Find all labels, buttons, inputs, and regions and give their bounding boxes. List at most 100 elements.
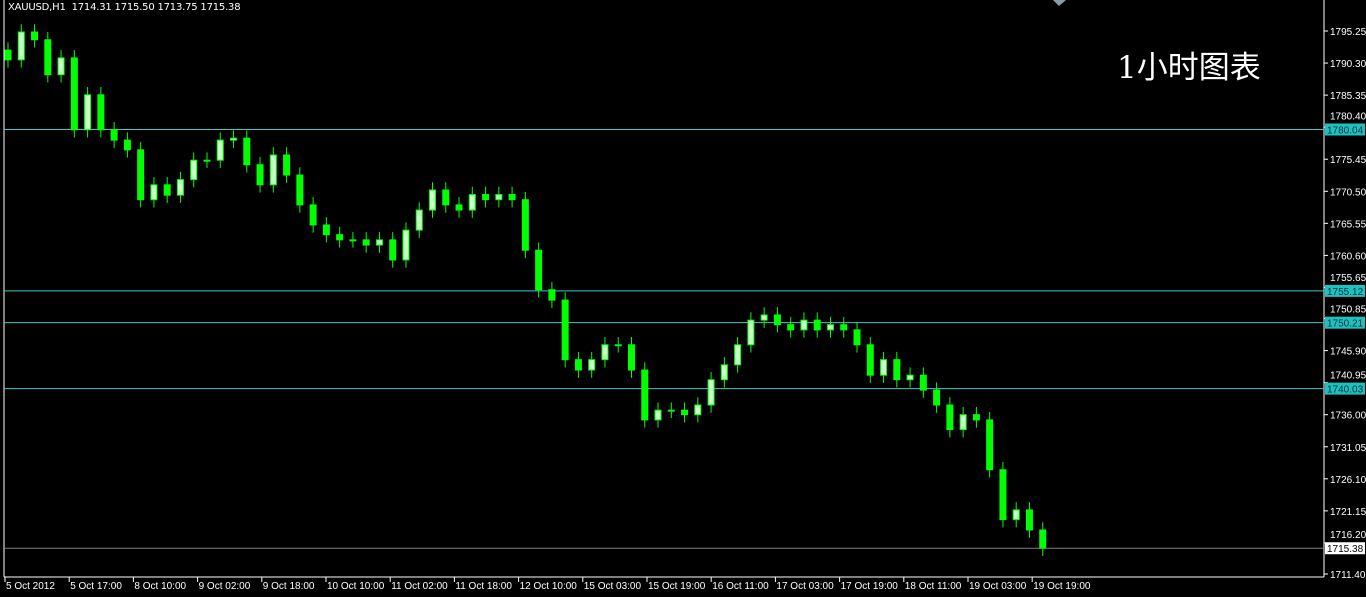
candle-down (283, 154, 291, 176)
candle-down (773, 314, 781, 326)
candle-up (190, 159, 198, 181)
candle-up (601, 344, 609, 361)
x-tick-label: 16 Oct 11:00 (712, 581, 769, 592)
candle-down (322, 224, 330, 236)
candle-down (243, 137, 251, 166)
candle-up (959, 414, 967, 431)
chart-title: XAUUSD,H1 1714.31 1715.50 1713.75 1715.3… (8, 2, 241, 13)
y-tick-label: 1785.35 (1330, 91, 1366, 102)
level-label: 1750.21 (1327, 319, 1364, 330)
candle-down (933, 389, 941, 406)
candle-down (521, 199, 529, 251)
candle-down (123, 139, 131, 151)
candle-up (57, 57, 65, 76)
x-tick-label: 18 Oct 11:00 (905, 581, 962, 592)
candle-down (508, 194, 516, 201)
y-tick-label: 1745.90 (1330, 347, 1366, 358)
ohlc-close: 1715.38 (200, 2, 241, 13)
candle-down (574, 359, 582, 371)
current-price-label: 1715.38 (1327, 544, 1364, 555)
y-tick-label: 1740.95 (1330, 371, 1366, 382)
x-tick-label: 5 Oct 2012 (6, 581, 55, 592)
candle-down (163, 184, 171, 196)
candles (4, 24, 1047, 556)
x-tick-label: 19 Oct 03:00 (969, 581, 1027, 592)
ohlc-high: 1715.50 (114, 2, 155, 13)
candle-down (70, 57, 78, 131)
x-tick-label: 9 Oct 18:00 (263, 581, 315, 592)
level-label-bg (1325, 316, 1365, 329)
x-tick-label: 12 Oct 10:00 (520, 581, 578, 592)
candle-up (269, 154, 277, 186)
y-tick-label: 1726.10 (1330, 475, 1366, 486)
level-label: 1780.04 (1327, 125, 1364, 136)
candle-down (31, 31, 39, 41)
x-tick-label: 17 Oct 03:00 (776, 581, 834, 592)
current-price-label-bg (1325, 542, 1365, 555)
candle-down (296, 174, 304, 206)
candle-up (734, 344, 742, 366)
y-tick-label: 1731.05 (1330, 443, 1366, 454)
candle-up (1012, 509, 1020, 521)
candle-down (535, 249, 543, 291)
symbol: XAUUSD,H1 (8, 2, 66, 13)
level-label: 1740.03 (1327, 385, 1364, 396)
x-tick-label: 15 Oct 19:00 (648, 581, 706, 592)
candle-up (349, 239, 357, 242)
candle-up (720, 364, 728, 381)
candle-down (641, 369, 649, 421)
x-tick-label: 17 Oct 19:00 (841, 581, 899, 592)
candle-up (826, 324, 834, 331)
candle-up (667, 409, 675, 412)
candle-down (1039, 529, 1047, 549)
y-tick-label: 1790.30 (1330, 59, 1366, 70)
y-tick-label: 1775.45 (1330, 155, 1366, 166)
candle-up (17, 31, 25, 61)
y-tick-label: 1721.15 (1330, 507, 1366, 518)
candle-down (813, 319, 821, 331)
candle-down (866, 344, 874, 376)
y-tick-label: 1716.20 (1330, 530, 1366, 541)
candle-up (694, 404, 702, 416)
candle-up (495, 194, 503, 201)
candle-up (654, 409, 662, 421)
candle-up (402, 229, 410, 261)
y-tick-label: 1736.00 (1330, 411, 1366, 422)
x-tick-label: 15 Oct 03:00 (584, 581, 642, 592)
candle-down (336, 234, 344, 241)
y-tick-label: 1760.60 (1330, 251, 1366, 262)
candle-down (853, 329, 861, 346)
candle-down (681, 409, 689, 416)
candle-up (588, 359, 596, 371)
y-tick-label: 1765.55 (1330, 219, 1366, 230)
y-tick-label: 1711.40 (1330, 570, 1366, 581)
candle-down (548, 289, 556, 301)
candle-up (150, 184, 158, 201)
candle-down (389, 239, 397, 261)
candle-up (906, 374, 914, 381)
candle-up (468, 194, 476, 211)
candle-down (946, 404, 954, 431)
level-label: 1755.12 (1327, 287, 1364, 298)
candle-up (216, 139, 224, 161)
y-tick-label: 1780.40 (1330, 111, 1366, 122)
candle-down (455, 204, 463, 211)
candle-down (1025, 509, 1033, 531)
candle-up (84, 94, 92, 131)
candle-down (309, 204, 317, 226)
y-tick-label: 1755.65 (1330, 273, 1366, 284)
candle-up (880, 359, 888, 376)
candle-down (787, 324, 795, 331)
y-tick-label: 1795.25 (1330, 27, 1366, 38)
ohlc-low: 1713.75 (157, 2, 198, 13)
candle-up (176, 179, 184, 196)
candle-up (747, 319, 755, 346)
x-tick-label: 5 Oct 17:00 (70, 581, 122, 592)
candle-down (999, 469, 1007, 521)
candle-down (986, 419, 994, 471)
shift-marker-icon (1053, 0, 1066, 6)
x-tick-label: 9 Oct 02:00 (199, 581, 251, 592)
level-label-bg (1325, 382, 1365, 395)
candle-down (137, 149, 145, 201)
